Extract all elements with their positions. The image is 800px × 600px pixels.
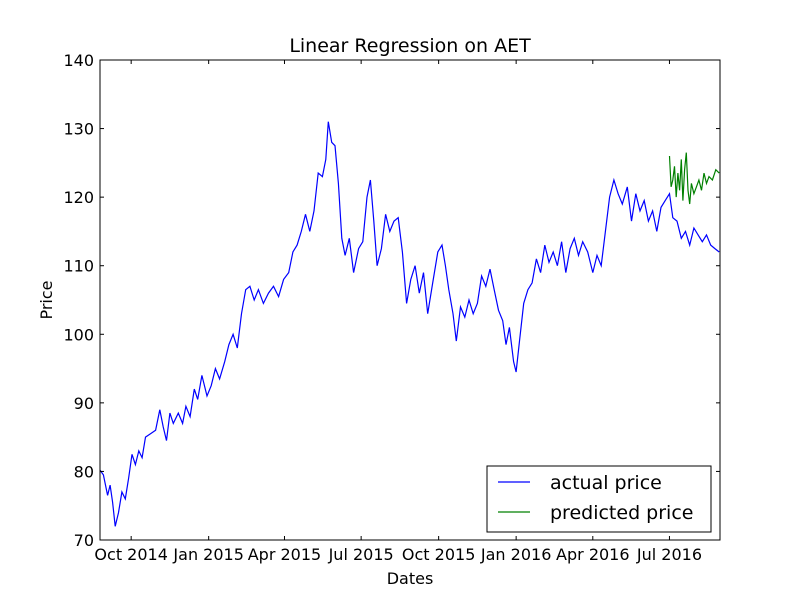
y-tick-label: 130 <box>63 120 94 139</box>
y-tick-label: 100 <box>63 325 94 344</box>
x-axis-label: Dates <box>387 569 434 588</box>
chart-title: Linear Regression on AET <box>289 35 531 57</box>
x-tick-label: Jul 2016 <box>636 545 702 564</box>
y-tick-label: 140 <box>63 51 94 70</box>
y-tick-label: 70 <box>74 531 94 550</box>
series-line-predicted-price <box>668 152 720 205</box>
legend-label-actual-price: actual price <box>550 472 662 494</box>
x-tick-label: Jan 2016 <box>480 545 551 564</box>
y-axis-label: Price <box>37 280 56 319</box>
x-tick-label: Apr 2016 <box>556 545 629 564</box>
legend-box <box>486 465 712 533</box>
series-line-actual-price <box>99 121 720 527</box>
legend: actual price predicted price <box>486 465 712 533</box>
y-tick-label: 80 <box>74 462 94 481</box>
x-tick-label: Oct 2014 <box>94 545 167 564</box>
x-tick-label: Oct 2015 <box>402 545 475 564</box>
y-tick-label: 90 <box>74 394 94 413</box>
x-tick-label: Jan 2015 <box>172 545 243 564</box>
series-layer <box>99 121 720 527</box>
x-tick-label: Jul 2015 <box>328 545 394 564</box>
y-tick-label: 110 <box>63 257 94 276</box>
plot-area-frame <box>99 59 721 541</box>
y-tick-label: 120 <box>63 188 94 207</box>
x-tick-label: Apr 2015 <box>248 545 321 564</box>
legend-label-predicted-price: predicted price <box>550 502 693 524</box>
axis-ticks: 70 80 90 100 110 120 130 140 Oct 2014 Jan 2015 Apr… <box>63 51 720 564</box>
